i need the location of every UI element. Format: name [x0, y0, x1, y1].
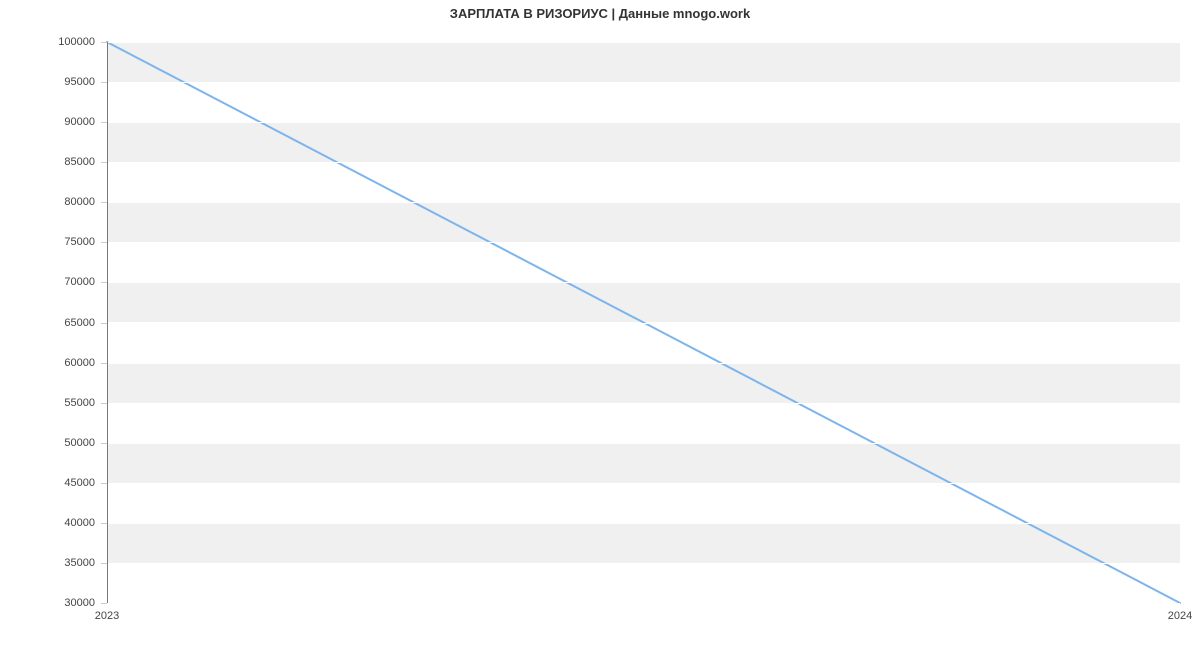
y-axis-line	[107, 42, 108, 603]
ytick-label: 95000	[0, 76, 95, 88]
gridline	[107, 202, 1180, 203]
gridline	[107, 443, 1180, 444]
gridline	[107, 603, 1180, 604]
ytick-label: 65000	[0, 317, 95, 329]
ytick-label: 35000	[0, 557, 95, 569]
chart-title: ЗАРПЛАТА В РИЗОРИУС | Данные mnogo.work	[0, 6, 1200, 21]
gridline	[107, 282, 1180, 283]
gridline	[107, 563, 1180, 564]
ytick-label: 80000	[0, 196, 95, 208]
ytick-label: 90000	[0, 116, 95, 128]
ytick-label: 45000	[0, 477, 95, 489]
ytick-mark	[101, 603, 107, 604]
gridline	[107, 403, 1180, 404]
xtick-label: 2023	[95, 610, 119, 622]
gridline	[107, 363, 1180, 364]
ytick-label: 100000	[0, 36, 95, 48]
xtick-label: 2024	[1168, 610, 1192, 622]
ytick-label: 75000	[0, 236, 95, 248]
gridline	[107, 483, 1180, 484]
gridline	[107, 122, 1180, 123]
gridline	[107, 323, 1180, 324]
ytick-label: 55000	[0, 397, 95, 409]
ytick-label: 30000	[0, 597, 95, 609]
ytick-label: 40000	[0, 517, 95, 529]
ytick-label: 70000	[0, 276, 95, 288]
gridline	[107, 162, 1180, 163]
gridline	[107, 82, 1180, 83]
gridline	[107, 242, 1180, 243]
gridline	[107, 523, 1180, 524]
chart-container: ЗАРПЛАТА В РИЗОРИУС | Данные mnogo.work …	[0, 0, 1200, 650]
gridline	[107, 42, 1180, 43]
plot-area	[107, 42, 1180, 603]
ytick-label: 60000	[0, 357, 95, 369]
ytick-label: 50000	[0, 437, 95, 449]
ytick-label: 85000	[0, 156, 95, 168]
